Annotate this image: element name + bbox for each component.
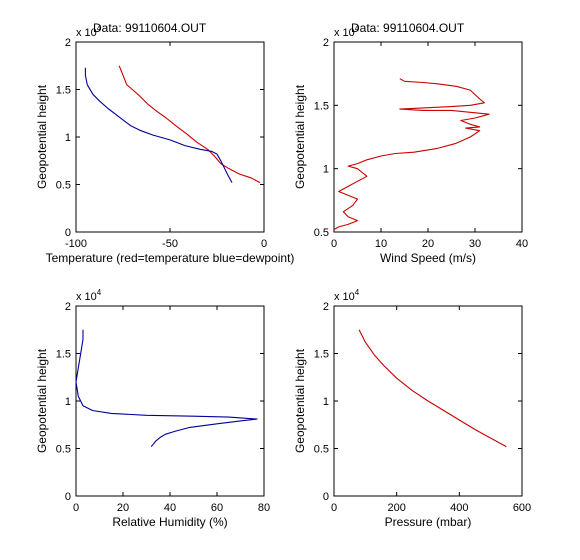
x-axis-label: Temperature (red=temperature blue=dewpoi… [46,251,295,265]
subplot-3: 0 20 40 60 80 0 0.5 1 1.5 2 x 104 Relative Humidity… [35,288,270,529]
x-tick-label: 20 [117,502,129,514]
y-axis-label: Geopotential height [293,84,307,189]
series-line-1 [75,329,258,447]
y-tick-label: 1 [323,164,329,176]
x-tick-label: 80 [258,502,270,514]
y-tick-label: 2 [323,37,329,49]
y-tick-label: 0 [65,227,71,239]
y-tick-label: 1.5 [314,100,329,112]
subplot-4: 0 200 400 600 0 0.5 1 1.5 2 x 104 Pressure (mbar) G… [293,288,531,529]
y-tick-label: 0.5 [314,444,329,456]
y-multiplier-exponent: 4 [97,24,102,33]
series-line-1 [333,78,490,230]
y-multiplier: x 104 [76,288,102,303]
x-tick-label: -50 [162,238,178,250]
axes-box [75,41,265,233]
y-multiplier-base: x 10 [334,291,355,303]
x-axis-label: Wind Speed (m/s) [380,251,476,265]
y-tick-label: 0.5 [56,444,71,456]
x-tick-label: 0 [331,502,337,514]
y-multiplier-base: x 10 [76,27,97,39]
x-tick-label: 600 [513,502,531,514]
series-line-2 [84,67,233,183]
y-multiplier-exponent: 4 [97,288,102,297]
y-tick-label: 2 [323,301,329,313]
y-tick-label: 1.5 [56,85,71,97]
y-multiplier: x 104 [334,288,360,303]
y-tick-label: 0 [323,491,329,503]
y-tick-label: 2 [65,301,71,313]
x-tick-label: 20 [422,238,434,250]
x-tick-label: 0 [73,502,79,514]
y-tick-label: 1 [65,132,71,144]
y-multiplier: x 104 [76,24,102,39]
x-tick-label: 400 [450,502,468,514]
chart-title: Data: 99110604.OUT [351,21,465,35]
x-tick-label: 200 [387,502,405,514]
x-tick-label: 0 [331,238,337,250]
y-tick-label: 0 [65,491,71,503]
y-multiplier-exponent: 4 [355,288,360,297]
y-tick-label: 1 [65,396,71,408]
y-tick-label: 1.5 [314,349,329,361]
x-tick-label: 30 [469,238,481,250]
series-line-1 [118,65,261,184]
y-tick-label: 0.5 [314,227,329,239]
series-line-1 [358,329,507,448]
axes-box [333,41,523,233]
chart-title: Data: 99110604.OUT [93,21,207,35]
y-axis-label: Geopotential height [35,348,49,453]
y-multiplier-base: x 10 [76,291,97,303]
y-tick-label: 1 [323,396,329,408]
axes-box [75,305,265,497]
y-multiplier-base: x 10 [334,27,355,39]
y-tick-label: 0.5 [56,180,71,192]
y-axis-label: Geopotential height [35,84,49,189]
y-multiplier-exponent: 4 [355,24,360,33]
y-tick-label: 1.5 [56,349,71,361]
x-tick-label: 60 [211,502,223,514]
y-axis-label: Geopotential height [293,348,307,453]
x-tick-label: 40 [516,238,528,250]
x-tick-label: -100 [65,238,87,250]
x-axis-label: Relative Humidity (%) [112,515,227,529]
x-axis-label: Pressure (mbar) [385,515,472,529]
x-tick-label: 40 [164,502,176,514]
x-tick-label: 0 [261,238,267,250]
x-tick-label: 10 [375,238,387,250]
y-tick-label: 2 [65,37,71,49]
y-multiplier: x 104 [334,24,360,39]
